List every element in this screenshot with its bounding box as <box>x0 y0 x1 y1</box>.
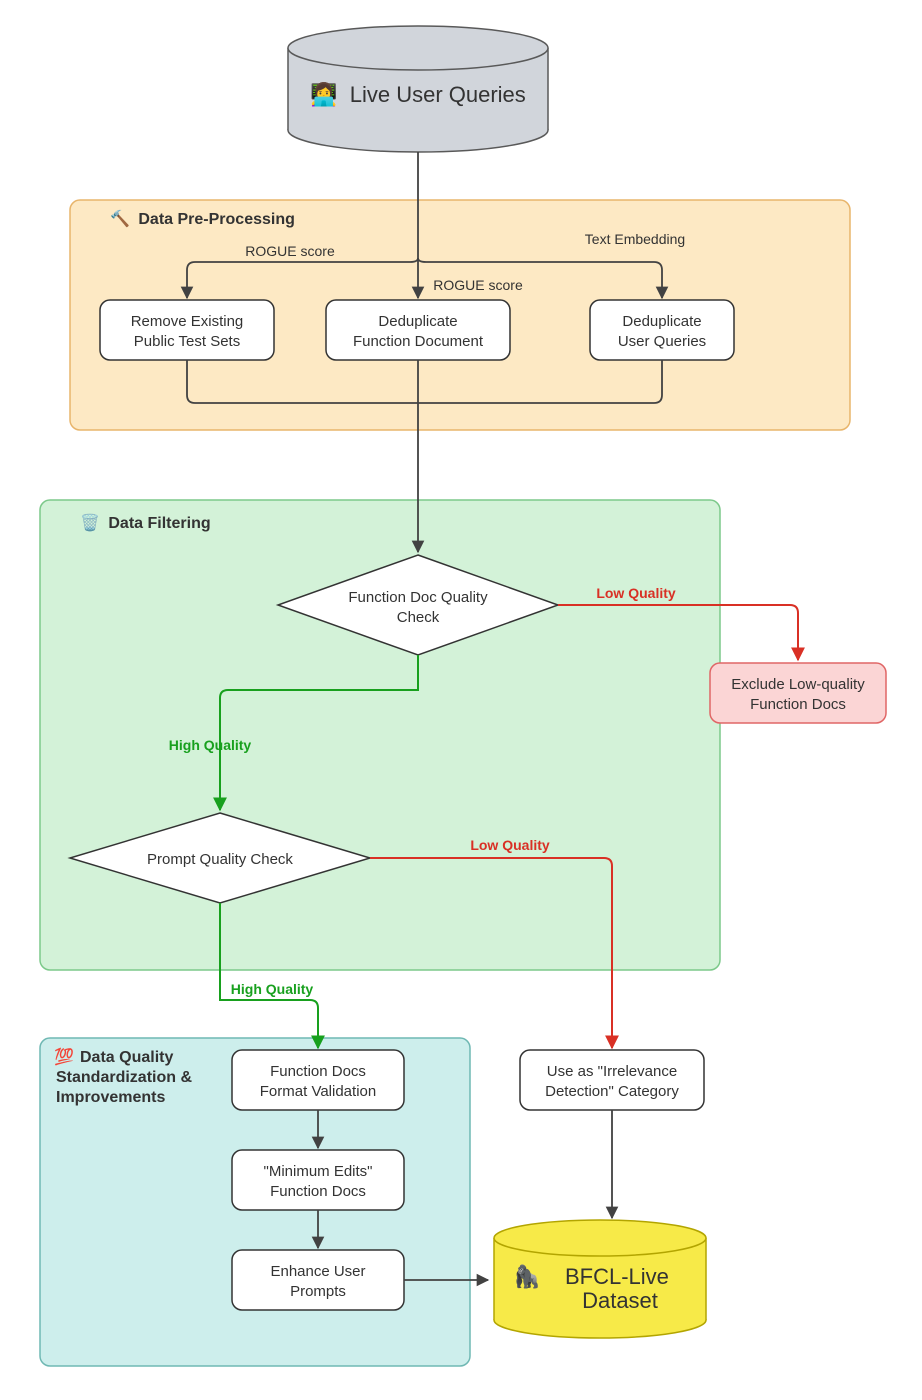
node-format-valid: Function Docs Format Validation <box>232 1050 404 1110</box>
svg-text:Detection" Category: Detection" Category <box>545 1083 679 1100</box>
svg-text:Function Docs: Function Docs <box>270 1063 366 1080</box>
node-exclude-low: Exclude Low-quality Function Docs <box>710 663 886 723</box>
svg-text:"Minimum Edits": "Minimum Edits" <box>264 1163 373 1180</box>
edge-label-promptq-high: High Quality <box>231 981 314 997</box>
svg-text:Deduplicate: Deduplicate <box>378 313 457 330</box>
edge-label-rogue1: ROGUE score <box>245 243 335 259</box>
edge-label-funcq-low: Low Quality <box>596 585 676 601</box>
node-remove-public: Remove Existing Public Test Sets <box>100 300 274 360</box>
svg-text:Function Docs: Function Docs <box>750 696 846 713</box>
edge-label-promptq-low: Low Quality <box>470 837 550 853</box>
svg-text:Function Doc Quality: Function Doc Quality <box>348 589 488 606</box>
node-enhance-prompts: Enhance User Prompts <box>232 1250 404 1310</box>
panel-filter-title: 🗑️ Data Filtering <box>80 513 211 532</box>
panel-preprocess-title: 🔨 Data Pre-Processing <box>110 209 295 228</box>
cylinder-bottom: 🦍 BFCL-Live Dataset <box>494 1220 706 1338</box>
svg-text:Public Test Sets: Public Test Sets <box>134 333 240 350</box>
edge-label-funcq-high: High Quality <box>169 737 252 753</box>
svg-text:Function Docs: Function Docs <box>270 1183 366 1200</box>
cylinder-top: 👩‍💻 Live User Queries <box>288 26 548 152</box>
node-irrelevance: Use as "Irrelevance Detection" Category <box>520 1050 704 1110</box>
svg-text:Remove Existing: Remove Existing <box>131 313 244 330</box>
node-dedup-query: Deduplicate User Queries <box>590 300 734 360</box>
edge-label-rogue2: ROGUE score <box>433 277 523 293</box>
edge-label-textembed: Text Embedding <box>585 231 685 247</box>
cylinder-top-label: 👩‍💻 Live User Queries <box>310 82 526 107</box>
svg-text:User Queries: User Queries <box>618 333 706 350</box>
svg-text:Format Validation: Format Validation <box>260 1083 376 1100</box>
svg-text:Exclude Low-quality: Exclude Low-quality <box>731 676 865 693</box>
svg-text:Prompts: Prompts <box>290 1283 346 1300</box>
node-dedup-doc: Deduplicate Function Document <box>326 300 510 360</box>
svg-text:Check: Check <box>397 609 440 626</box>
svg-text:Prompt Quality Check: Prompt Quality Check <box>147 851 293 868</box>
svg-text:Deduplicate: Deduplicate <box>622 313 701 330</box>
node-min-edits: "Minimum Edits" Function Docs <box>232 1150 404 1210</box>
svg-text:Use as "Irrelevance: Use as "Irrelevance <box>547 1063 677 1080</box>
svg-text:Function Document: Function Document <box>353 333 484 350</box>
svg-text:Enhance User: Enhance User <box>270 1263 365 1280</box>
